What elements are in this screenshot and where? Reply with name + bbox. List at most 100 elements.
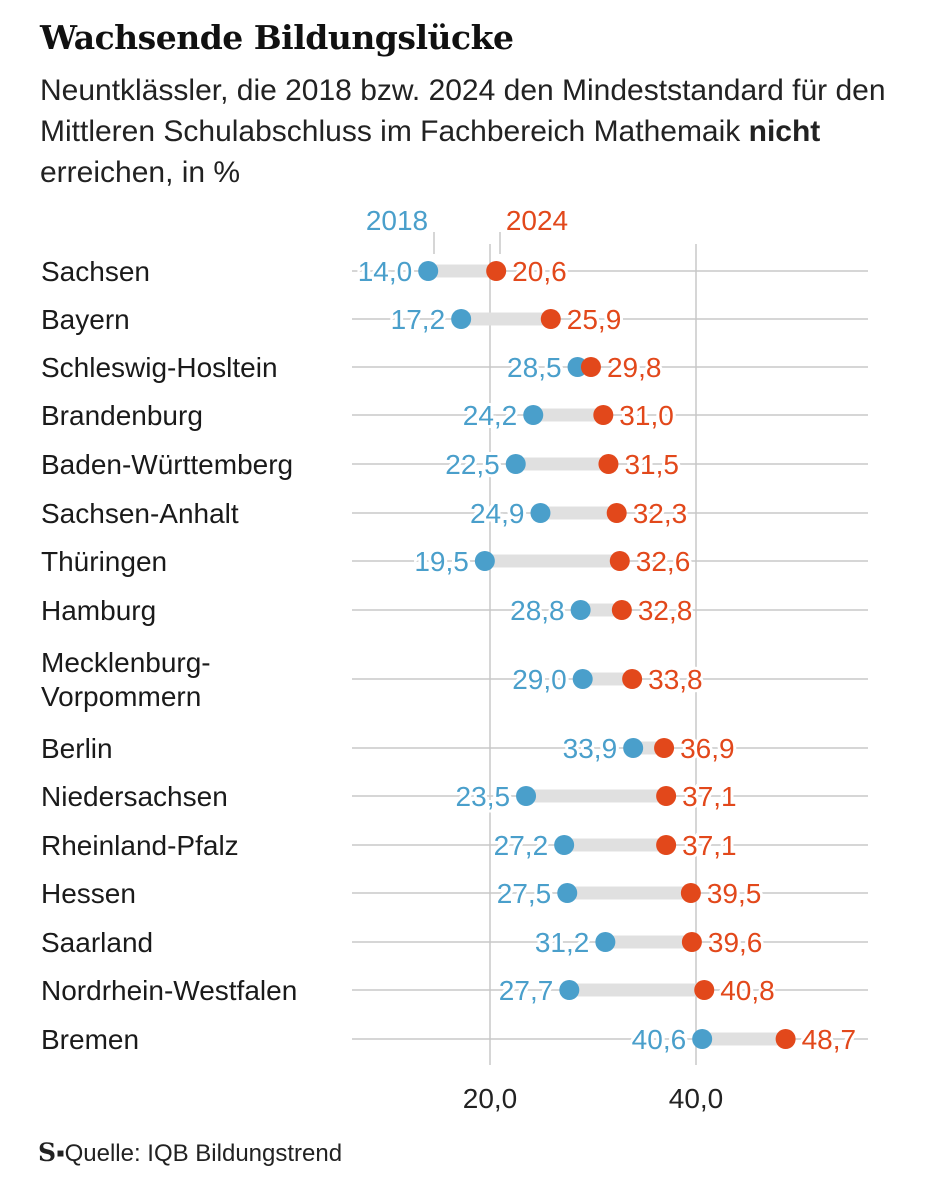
dot-2018 [474,551,495,571]
value-label-2024: 31,0 [619,400,674,431]
dot-2024 [622,669,643,689]
value-label-2024: 20,6 [512,256,567,287]
value-label-2018: 31,2 [535,927,590,958]
category-label: Mecklenburg-Vorpommern [41,647,211,712]
dot-2018 [451,309,472,329]
dot-2024 [598,454,619,474]
dot-2018 [570,600,591,620]
category-label: Berlin [41,733,113,764]
subtitle-text: Neuntklässler, die 2018 bzw. 2024 den Mi… [40,74,886,148]
dot-2024 [656,786,677,806]
category-label-line: Hamburg [41,595,156,626]
category-label: Sachsen [41,256,150,287]
dot-2024 [609,551,630,571]
value-label-2024: 37,1 [682,781,737,812]
category-label-line: Nordrhein-Westfalen [41,975,297,1006]
value-label-2024: 25,9 [567,304,622,335]
dot-2018 [557,883,578,903]
category-label-line: Thüringen [41,546,167,577]
category-label: Brandenburg [41,400,203,431]
category-label: Hessen [41,878,136,909]
value-label-2018: 27,5 [497,878,552,909]
category-label: Hamburg [41,595,156,626]
category-label-line: Niedersachsen [41,781,228,812]
value-label-2018: 40,6 [632,1024,687,1055]
category-label-line: Schleswig-Hosltein [41,352,278,383]
legend-2018: 2018 [366,205,428,236]
value-label-2024: 29,8 [607,352,662,383]
legend-2024: 2024 [506,205,568,236]
dot-2024 [611,600,632,620]
value-label-2018: 27,7 [499,975,554,1006]
value-label-2018: 24,2 [463,400,518,431]
value-label-2018: 27,2 [494,830,549,861]
value-label-2018: 24,9 [470,498,525,529]
category-label-line: Bayern [41,304,130,335]
dot-2024 [680,883,701,903]
source-line: S▪Quelle: IQB Bildungstrend [38,1138,342,1168]
dot-2018 [505,454,526,474]
dot-2018 [692,1029,713,1049]
dot-2018 [572,669,593,689]
category-label-line: Rheinland-Pfalz [41,830,239,861]
category-label: Niedersachsen [41,781,228,812]
category-label-line: Berlin [41,733,113,764]
value-label-2018: 19,5 [414,546,469,577]
value-label-2018: 28,5 [507,352,562,383]
x-tick-label: 40,0 [669,1083,724,1114]
dumbbell-chart: 20,0 40,0 2018 2024 Sachsen 14,0 20,6 Bayern 17,… [41,205,868,1114]
category-label: Thüringen [41,546,167,577]
dot-2018 [559,980,580,1000]
value-label-2024: 32,3 [633,498,688,529]
category-label-line: Brandenburg [41,400,203,431]
dot-2018 [595,932,616,952]
dot-2024 [654,738,675,758]
dot-2018 [418,261,439,281]
dot-2024 [694,980,715,1000]
value-label-2018: 28,8 [510,595,565,626]
dot-2018 [523,405,544,425]
value-label-2024: 39,5 [707,878,762,909]
dot-2024 [593,405,614,425]
value-label-2024: 36,9 [680,733,735,764]
value-label-2018: 22,5 [445,449,500,480]
chart-title: Wachsende Bildungslücke [40,18,514,57]
dot-2024 [775,1029,796,1049]
dot-2024 [681,932,702,952]
dot-2024 [540,309,561,329]
x-tick-label: 20,0 [463,1083,518,1114]
value-label-2018: 33,9 [563,733,618,764]
category-label: Bayern [41,304,130,335]
value-label-2024: 37,1 [682,830,737,861]
category-label-line: Hessen [41,878,136,909]
dot-2018 [530,503,551,523]
value-label-2024: 39,6 [708,927,763,958]
brand-logo: S [38,1138,57,1167]
value-label-2018: 14,0 [358,256,413,287]
category-label-line: Bremen [41,1024,139,1055]
value-label-2018: 17,2 [391,304,446,335]
category-label: Rheinland-Pfalz [41,830,239,861]
value-label-2024: 32,6 [636,546,691,577]
dot-2018 [623,738,644,758]
category-label-line: Mecklenburg- [41,647,211,678]
dot-2018 [516,786,537,806]
dot-2024 [486,261,507,281]
category-label: Saarland [41,927,153,958]
value-label-2024: 33,8 [648,664,703,695]
dot-2018 [554,835,575,855]
chart-subtitle: Neuntklässler, die 2018 bzw. 2024 den Mi… [40,70,900,193]
category-label: Sachsen-Anhalt [41,498,239,529]
category-label: Nordrhein-Westfalen [41,975,297,1006]
category-label-line: Vorpommern [41,681,201,712]
category-label-line: Saarland [41,927,153,958]
value-label-2024: 32,8 [638,595,693,626]
subtitle-text-end: erreichen, in % [40,156,241,189]
value-label-2018: 29,0 [512,664,567,695]
value-label-2024: 40,8 [720,975,775,1006]
category-label: Bremen [41,1024,139,1055]
source-text: Quelle: IQB Bildungstrend [64,1140,343,1167]
value-label-2018: 23,5 [456,781,511,812]
category-label-line: Baden-Württemberg [41,449,293,480]
category-label-line: Sachsen [41,256,150,287]
